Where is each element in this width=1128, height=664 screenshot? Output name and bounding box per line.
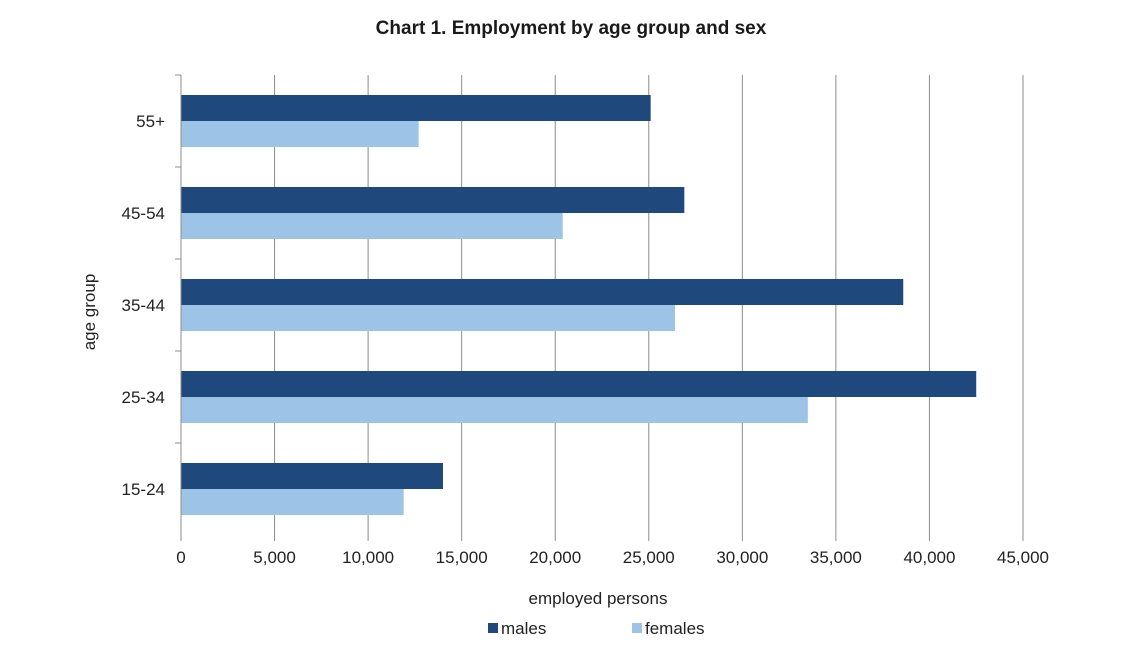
legend: males females bbox=[488, 619, 705, 638]
x-tick-label: 5,000 bbox=[253, 548, 296, 567]
bar-males-55+ bbox=[181, 95, 651, 121]
legend-swatch-females bbox=[632, 623, 642, 633]
y-tick-label: 25-34 bbox=[122, 388, 165, 407]
bar-males-15-24 bbox=[181, 463, 443, 489]
y-tick-label: 45-54 bbox=[122, 204, 165, 223]
x-tick-label: 30,000 bbox=[716, 548, 768, 567]
bar-females-15-24 bbox=[181, 489, 404, 515]
x-tick-label: 0 bbox=[176, 548, 185, 567]
y-tick-label: 55+ bbox=[136, 112, 165, 131]
chart-title: Chart 1. Employment by age group and sex bbox=[376, 18, 767, 39]
bar-females-25-34 bbox=[181, 397, 808, 423]
x-tick-label: 15,000 bbox=[436, 548, 488, 567]
y-axis-label: age group bbox=[80, 274, 99, 351]
legend-swatch-males bbox=[488, 623, 498, 633]
bar-females-45-54 bbox=[181, 213, 563, 239]
x-tick-label: 25,000 bbox=[623, 548, 675, 567]
bar-females-55+ bbox=[181, 121, 419, 147]
x-tick-label: 40,000 bbox=[903, 548, 955, 567]
bar-females-35-44 bbox=[181, 305, 675, 331]
y-tick-label: 15-24 bbox=[122, 480, 165, 499]
legend-label-males: males bbox=[501, 619, 546, 638]
bar-males-35-44 bbox=[181, 279, 904, 305]
x-tick-label: 10,000 bbox=[342, 548, 394, 567]
legend-label-females: females bbox=[645, 619, 705, 638]
y-tick-label: 35-44 bbox=[122, 296, 165, 315]
x-axis-label: employed persons bbox=[529, 589, 668, 608]
x-tick-label: 35,000 bbox=[810, 548, 862, 567]
axes: 0 5,000 10,000 15,000 20,000 25,000 30,000 35,0… bbox=[122, 74, 1049, 567]
bars bbox=[181, 95, 977, 515]
bar-males-45-54 bbox=[181, 187, 685, 213]
x-tick-label: 45,000 bbox=[997, 548, 1049, 567]
bar-males-25-34 bbox=[181, 371, 977, 397]
x-tick-label: 20,000 bbox=[529, 548, 581, 567]
